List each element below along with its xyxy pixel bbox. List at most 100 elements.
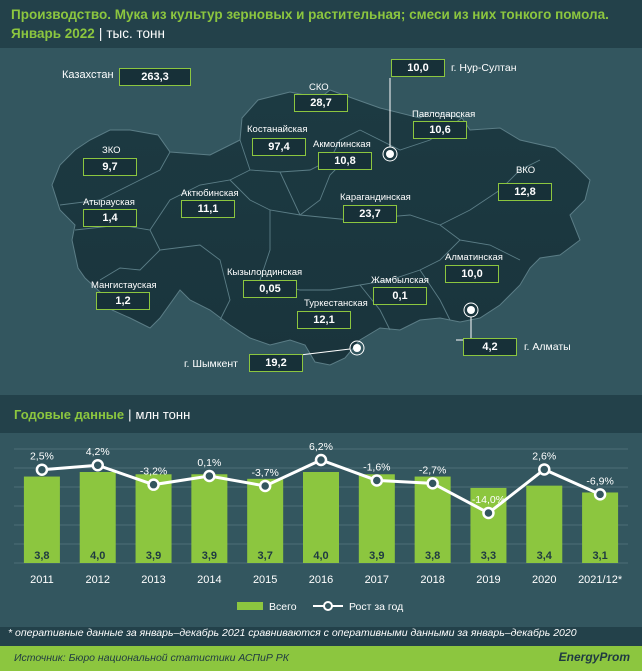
city-value-almaty: 4,2 [463, 338, 517, 356]
x-tick-2021/12*: 2021/12* [578, 574, 623, 586]
region-label-turkestan: Туркестанская [304, 298, 368, 309]
growth-point-2021/12* [593, 488, 607, 501]
source-bar: Источник: Бюро национальной статистики А… [0, 646, 642, 671]
region-value-akmola: 10,8 [318, 152, 372, 170]
region-label-almaty-region: Алматинская [445, 252, 503, 263]
region-label-akmola: Акмолинская [313, 139, 371, 150]
growth-point-2014 [203, 469, 216, 483]
x-tick-2018: 2018 [420, 574, 444, 586]
bar-label-2016: 4,0 [313, 550, 328, 562]
bar-2016 [303, 472, 339, 563]
region-value-zhambyl: 0,1 [373, 287, 427, 305]
x-tick-2012: 2012 [85, 574, 109, 586]
region-value-atyrau: 1,4 [83, 209, 137, 227]
region-value-pavlodar: 10,6 [413, 121, 467, 139]
bar-label-2015: 3,7 [258, 550, 273, 562]
bar-2017 [358, 474, 395, 563]
region-label-mangystau: Мангистауская [91, 280, 157, 291]
bar-label-2014: 3,9 [202, 550, 217, 562]
growth-point-2013 [147, 478, 160, 491]
bar-label-2021/12*: 3,1 [592, 550, 607, 562]
city-value-nursultan: 10,0 [391, 59, 445, 77]
bar-2012 [79, 472, 116, 563]
bar-2011 [23, 476, 60, 563]
annual-chart-panel: 3,8 2011 4,0 2012 3,9 2013 3,9 2014 3,7 2015 4,0 20… [0, 433, 642, 627]
bar-2014 [191, 474, 228, 563]
region-value-almaty-region: 10,0 [445, 265, 499, 283]
bar-label-2017: 3,9 [369, 550, 384, 562]
growth-label-2021/12*: -6,9% [586, 475, 613, 487]
region-value-karaganda: 23,7 [343, 205, 397, 223]
kz-total-value: 263,3 [119, 68, 191, 86]
region-label-vko: ВКО [516, 165, 536, 176]
legend-bar-label: Всего [269, 601, 297, 613]
region-value-mangystau: 1,2 [96, 292, 150, 310]
region-label-pavlodar: Павлодарская [412, 109, 476, 120]
bar-2021/12* [582, 492, 619, 563]
region-label-atyrau: Атырауская [83, 197, 135, 208]
legend-line-marker [323, 601, 333, 611]
region-label-aktobe: Актюбинская [181, 188, 239, 199]
growth-label-2012: 4,2% [86, 446, 110, 458]
region-value-vko: 12,8 [498, 183, 552, 201]
annual-title: Годовые данные | млн тонн [14, 407, 191, 422]
growth-label-2011: 2,5% [30, 451, 54, 463]
city-label-nursultan: г. Нур-Султан [451, 62, 517, 74]
region-value-turkestan: 12,1 [297, 311, 351, 329]
x-tick-2017: 2017 [365, 574, 389, 586]
bar-2020 [526, 485, 563, 563]
region-value-kyzylorda: 0,05 [243, 280, 297, 298]
nursultan-dot [386, 150, 394, 158]
bar-label-2020: 3,4 [537, 550, 553, 562]
legend-line-label: Рост за год [349, 601, 403, 613]
growth-label-2019: -14,0% [472, 494, 505, 506]
header: Производство. Мука из культур зерновых и… [0, 0, 642, 48]
almaty-dot [467, 306, 475, 314]
source-text: Источник: Бюро национальной статистики А… [14, 652, 289, 664]
x-tick-2019: 2019 [476, 574, 500, 586]
growth-label-2020: 2,6% [532, 450, 556, 462]
legend-bar-swatch [237, 602, 263, 610]
growth-point-2012 [91, 458, 104, 472]
bar-label-2012: 4,0 [90, 550, 105, 562]
growth-point-2020 [538, 463, 551, 476]
growth-label-2016: 6,2% [309, 441, 333, 453]
region-label-zhambyl: Жамбылская [371, 275, 429, 286]
growth-label-2015: -3,7% [251, 467, 278, 479]
region-value-kostanay: 97,4 [252, 138, 306, 156]
bar-2015 [247, 478, 284, 563]
x-tick-2011: 2011 [30, 574, 54, 586]
page-subtitle: Январь 2022 | тыс. тонн [11, 26, 165, 41]
x-tick-2020: 2020 [532, 574, 556, 586]
kz-total-label: Казахстан [62, 69, 114, 81]
city-label-almaty: г. Алматы [524, 341, 571, 353]
bar-label-2019: 3,3 [481, 550, 496, 562]
x-tick-2014: 2014 [197, 574, 221, 586]
bar-2019 [470, 487, 507, 563]
growth-point-2011 [35, 463, 49, 476]
energyprom-logo: EnergyProm [558, 650, 630, 664]
region-label-sko: СКО [309, 82, 329, 93]
growth-point-2019 [482, 506, 495, 520]
growth-point-2017 [370, 474, 384, 487]
region-label-karaganda: Карагандинская [340, 192, 411, 203]
region-label-kyzylorda: Кызылординская [227, 267, 303, 278]
unit-label: тыс. тонн [106, 26, 165, 41]
x-tick-2015: 2015 [253, 574, 277, 586]
x-tick-2013: 2013 [141, 574, 165, 586]
city-value-shymkent: 19,2 [249, 354, 303, 372]
footnote: * оперативные данные за январь–декабрь 2… [8, 627, 577, 639]
map-panel: Казахстан 263,3 СКО 28,7 Костанайская 97… [0, 48, 642, 395]
growth-point-2018 [426, 477, 439, 490]
growth-label-2018: -2,7% [419, 464, 446, 476]
city-label-shymkent: г. Шымкент [184, 358, 238, 370]
shymkent-dot [353, 344, 361, 352]
growth-point-2016 [314, 453, 328, 467]
bar-label-2018: 3,8 [425, 550, 440, 562]
subtitle-divider: | [98, 26, 103, 41]
growth-label-2014: 0,1% [197, 457, 221, 469]
region-value-zko: 9,7 [83, 158, 137, 176]
bar-label-2013: 3,9 [146, 550, 161, 562]
region-label-kostanay: Костанайская [247, 124, 308, 135]
page-title: Производство. Мука из культур зерновых и… [11, 7, 609, 22]
